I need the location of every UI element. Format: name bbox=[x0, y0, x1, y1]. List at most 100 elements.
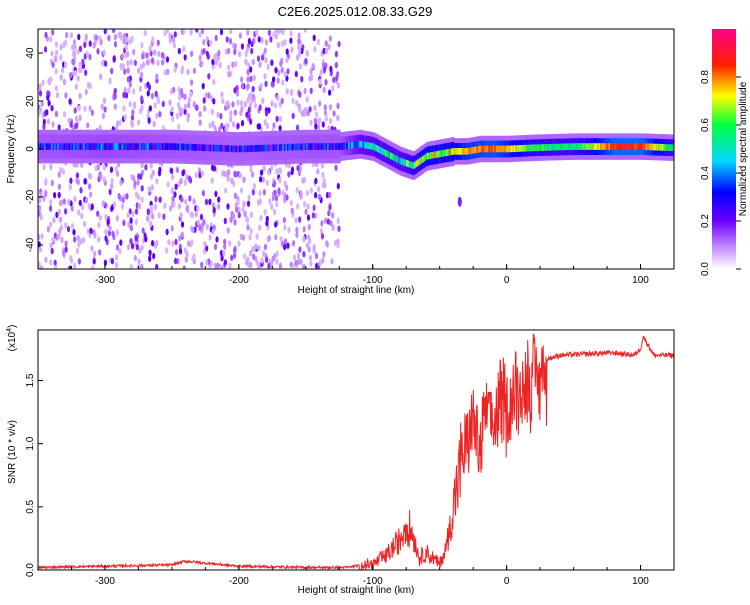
noise-speck bbox=[312, 244, 316, 251]
noise-speck bbox=[148, 45, 152, 52]
noise-speck bbox=[286, 68, 290, 75]
noise-speck bbox=[314, 177, 318, 185]
noise-speck bbox=[301, 177, 305, 184]
noise-speck bbox=[123, 114, 127, 121]
track-core bbox=[635, 143, 638, 150]
track-core bbox=[573, 143, 576, 150]
track-core bbox=[354, 141, 357, 149]
track-core bbox=[97, 143, 100, 150]
track-core bbox=[521, 145, 524, 152]
track-core bbox=[224, 145, 227, 152]
noise-speck bbox=[43, 46, 48, 53]
noise-speck bbox=[279, 236, 283, 243]
noise-speck bbox=[186, 116, 190, 123]
noise-speck bbox=[194, 172, 198, 179]
noise-speck bbox=[133, 254, 137, 262]
noise-speck bbox=[336, 102, 340, 110]
isolated-blob bbox=[457, 196, 462, 207]
noise-speck bbox=[51, 236, 55, 243]
track-core bbox=[234, 145, 237, 153]
track-core bbox=[467, 147, 470, 155]
snr-multiplier-base: (x10 bbox=[7, 331, 18, 351]
noise-speck bbox=[114, 165, 118, 173]
noise-speck bbox=[337, 40, 341, 48]
noise-speck bbox=[314, 212, 318, 219]
noise-speck bbox=[163, 69, 167, 76]
noise-speck bbox=[149, 162, 153, 169]
track-core bbox=[624, 143, 627, 150]
noise-speck bbox=[69, 121, 73, 128]
noise-speck bbox=[69, 71, 73, 79]
track-core bbox=[618, 143, 621, 150]
noise-speck bbox=[283, 243, 287, 251]
noise-speck bbox=[296, 252, 301, 260]
track-core bbox=[497, 145, 500, 153]
track-core bbox=[158, 143, 161, 150]
noise-speck bbox=[139, 107, 143, 115]
track-core bbox=[508, 145, 511, 153]
noise-speck bbox=[323, 109, 328, 117]
track-core bbox=[487, 145, 491, 153]
noise-speck bbox=[298, 216, 302, 223]
track-core bbox=[394, 155, 397, 162]
noise-speck bbox=[336, 182, 340, 190]
noise-speck bbox=[115, 229, 119, 236]
noise-speck bbox=[54, 68, 58, 75]
noise-speck bbox=[201, 82, 205, 90]
noise-speck bbox=[128, 100, 132, 108]
noise-speck bbox=[298, 91, 302, 98]
track-core bbox=[526, 144, 529, 152]
noise-speck bbox=[122, 38, 126, 45]
noise-speck bbox=[202, 39, 206, 46]
noise-speck bbox=[320, 68, 324, 75]
track-core bbox=[317, 143, 320, 150]
noise-speck bbox=[251, 245, 255, 253]
noise-speck bbox=[327, 210, 331, 217]
noise-speck bbox=[170, 167, 174, 174]
track-core bbox=[193, 144, 197, 151]
noise-speck bbox=[148, 105, 152, 112]
noise-speck bbox=[138, 247, 142, 254]
noise-speck bbox=[237, 206, 241, 213]
noise-speck bbox=[217, 50, 221, 57]
noise-speck bbox=[141, 53, 145, 60]
noise-speck bbox=[134, 191, 139, 198]
noise-speck bbox=[42, 195, 46, 202]
snr-ytick-label: 1.5 bbox=[25, 373, 36, 387]
spectrogram-ytick-label: 40 bbox=[25, 47, 36, 59]
noise-speck bbox=[51, 61, 55, 68]
noise-speck bbox=[326, 218, 330, 225]
noise-speck bbox=[278, 262, 282, 269]
noise-speck bbox=[73, 107, 77, 114]
noise-speck bbox=[334, 61, 338, 69]
noise-speck bbox=[314, 192, 318, 199]
noise-speck bbox=[251, 189, 255, 196]
noise-speck bbox=[155, 240, 159, 247]
track-core bbox=[279, 144, 282, 151]
noise-speck bbox=[107, 34, 111, 42]
noise-speck bbox=[186, 204, 190, 211]
noise-speck bbox=[318, 193, 322, 201]
noise-speck bbox=[59, 54, 63, 61]
track-core bbox=[438, 150, 441, 158]
noise-speck bbox=[256, 55, 261, 62]
track-core bbox=[362, 141, 365, 149]
noise-speck bbox=[73, 236, 77, 243]
noise-speck bbox=[280, 97, 284, 105]
track-core bbox=[369, 142, 372, 150]
noise-speck bbox=[229, 116, 233, 123]
noise-speck bbox=[255, 233, 259, 240]
track-core bbox=[299, 143, 303, 151]
track-core bbox=[227, 145, 230, 152]
noise-speck bbox=[188, 195, 192, 202]
track-core bbox=[640, 143, 643, 150]
noise-speck bbox=[155, 178, 159, 185]
noise-speck bbox=[313, 45, 317, 53]
track-core bbox=[254, 145, 258, 152]
track-core bbox=[404, 159, 407, 167]
noise-speck bbox=[155, 112, 159, 120]
noise-speck bbox=[78, 61, 82, 69]
noise-speck bbox=[318, 78, 322, 85]
track-core bbox=[271, 144, 274, 152]
